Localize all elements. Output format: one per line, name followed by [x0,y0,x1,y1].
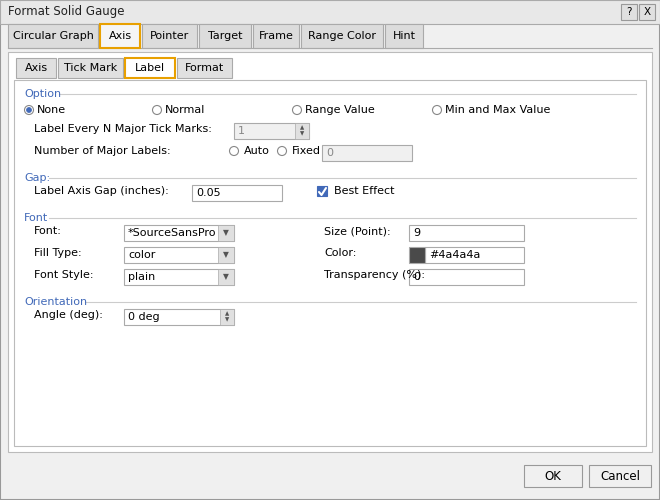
Text: color: color [128,250,155,260]
Text: ▼: ▼ [223,272,229,281]
Bar [317,186,327,196]
Bar [253,24,299,48]
Bar [409,247,425,263]
Text: 9: 9 [413,228,420,238]
Text: 0.05: 0.05 [196,188,220,198]
Bar [218,247,234,263]
Bar [234,123,309,139]
Text: Angle (deg):: Angle (deg): [34,310,103,320]
Bar [322,145,412,161]
Bar [124,269,234,285]
Bar [220,309,234,325]
Text: Format Solid Gauge: Format Solid Gauge [8,6,125,18]
Bar [409,225,524,241]
Bar [301,24,383,48]
Bar [100,24,140,48]
Text: Target: Target [208,31,242,41]
Text: Cancel: Cancel [600,470,640,482]
Circle shape [292,106,302,114]
Text: Range Color: Range Color [308,31,376,41]
Text: plain: plain [128,272,155,282]
Bar [124,309,234,325]
Bar [218,225,234,241]
Text: Format: Format [185,63,224,73]
Text: #4a4a4a: #4a4a4a [429,250,480,260]
Circle shape [26,108,32,112]
Text: Font: Font [24,213,48,223]
Bar [14,80,646,446]
Text: Label: Label [135,63,165,73]
Bar [589,465,651,487]
Text: Axis: Axis [24,63,48,73]
Circle shape [432,106,442,114]
Bar [409,269,524,285]
Text: Color:: Color: [324,248,356,258]
Text: 0: 0 [413,272,420,282]
Bar [124,225,234,241]
Text: Orientation: Orientation [24,297,87,307]
Text: ▲: ▲ [300,126,304,130]
Bar [218,269,234,285]
Text: ?: ? [626,7,632,17]
Text: Option: Option [24,89,61,99]
Bar [0,0,660,24]
Bar [192,185,282,201]
Bar [16,58,56,78]
Text: *SourceSansPro: *SourceSansPro [128,228,216,238]
Text: Label Axis Gap (inches):: Label Axis Gap (inches): [34,186,169,196]
Bar [199,24,251,48]
Text: Gap:: Gap: [24,173,50,183]
Text: Frame: Frame [259,31,294,41]
Text: OK: OK [544,470,562,482]
Text: Fixed: Fixed [292,146,321,156]
Bar [8,24,98,48]
Text: Pointer: Pointer [150,31,189,41]
Circle shape [152,106,162,114]
Bar [425,247,524,263]
Text: ▼: ▼ [223,228,229,237]
Bar [8,52,652,452]
Bar [621,4,637,20]
Text: 0: 0 [326,148,333,158]
Bar [639,4,655,20]
Text: Normal: Normal [165,105,205,115]
Bar [295,123,309,139]
Text: Tick Mark: Tick Mark [64,63,117,73]
Text: None: None [37,105,66,115]
Text: 1: 1 [238,126,245,136]
Text: Number of Major Labels:: Number of Major Labels: [34,146,171,156]
Text: Font:: Font: [34,226,62,236]
Text: ▼: ▼ [223,250,229,260]
Text: ▲: ▲ [225,312,229,316]
Text: Transparency (%):: Transparency (%): [324,270,425,280]
Text: Best Effect: Best Effect [334,186,395,196]
Circle shape [277,146,286,156]
Bar [142,24,197,48]
Text: X: X [644,7,651,17]
Text: Axis: Axis [108,31,131,41]
Bar [58,58,123,78]
Bar [177,58,232,78]
Text: Min and Max Value: Min and Max Value [445,105,550,115]
Text: Label Every N Major Tick Marks:: Label Every N Major Tick Marks: [34,124,212,134]
Bar [385,24,423,48]
Text: Circular Graph: Circular Graph [13,31,94,41]
Circle shape [230,146,238,156]
Text: Font Style:: Font Style: [34,270,94,280]
Bar [125,58,175,78]
Text: ▼: ▼ [225,318,229,322]
Text: Range Value: Range Value [305,105,375,115]
Text: ▼: ▼ [300,132,304,136]
Bar [124,247,234,263]
Text: Auto: Auto [244,146,270,156]
Text: 0 deg: 0 deg [128,312,160,322]
Text: Fill Type:: Fill Type: [34,248,82,258]
Circle shape [24,106,34,114]
Text: Hint: Hint [393,31,416,41]
Text: Size (Point):: Size (Point): [324,226,391,236]
Bar [524,465,582,487]
